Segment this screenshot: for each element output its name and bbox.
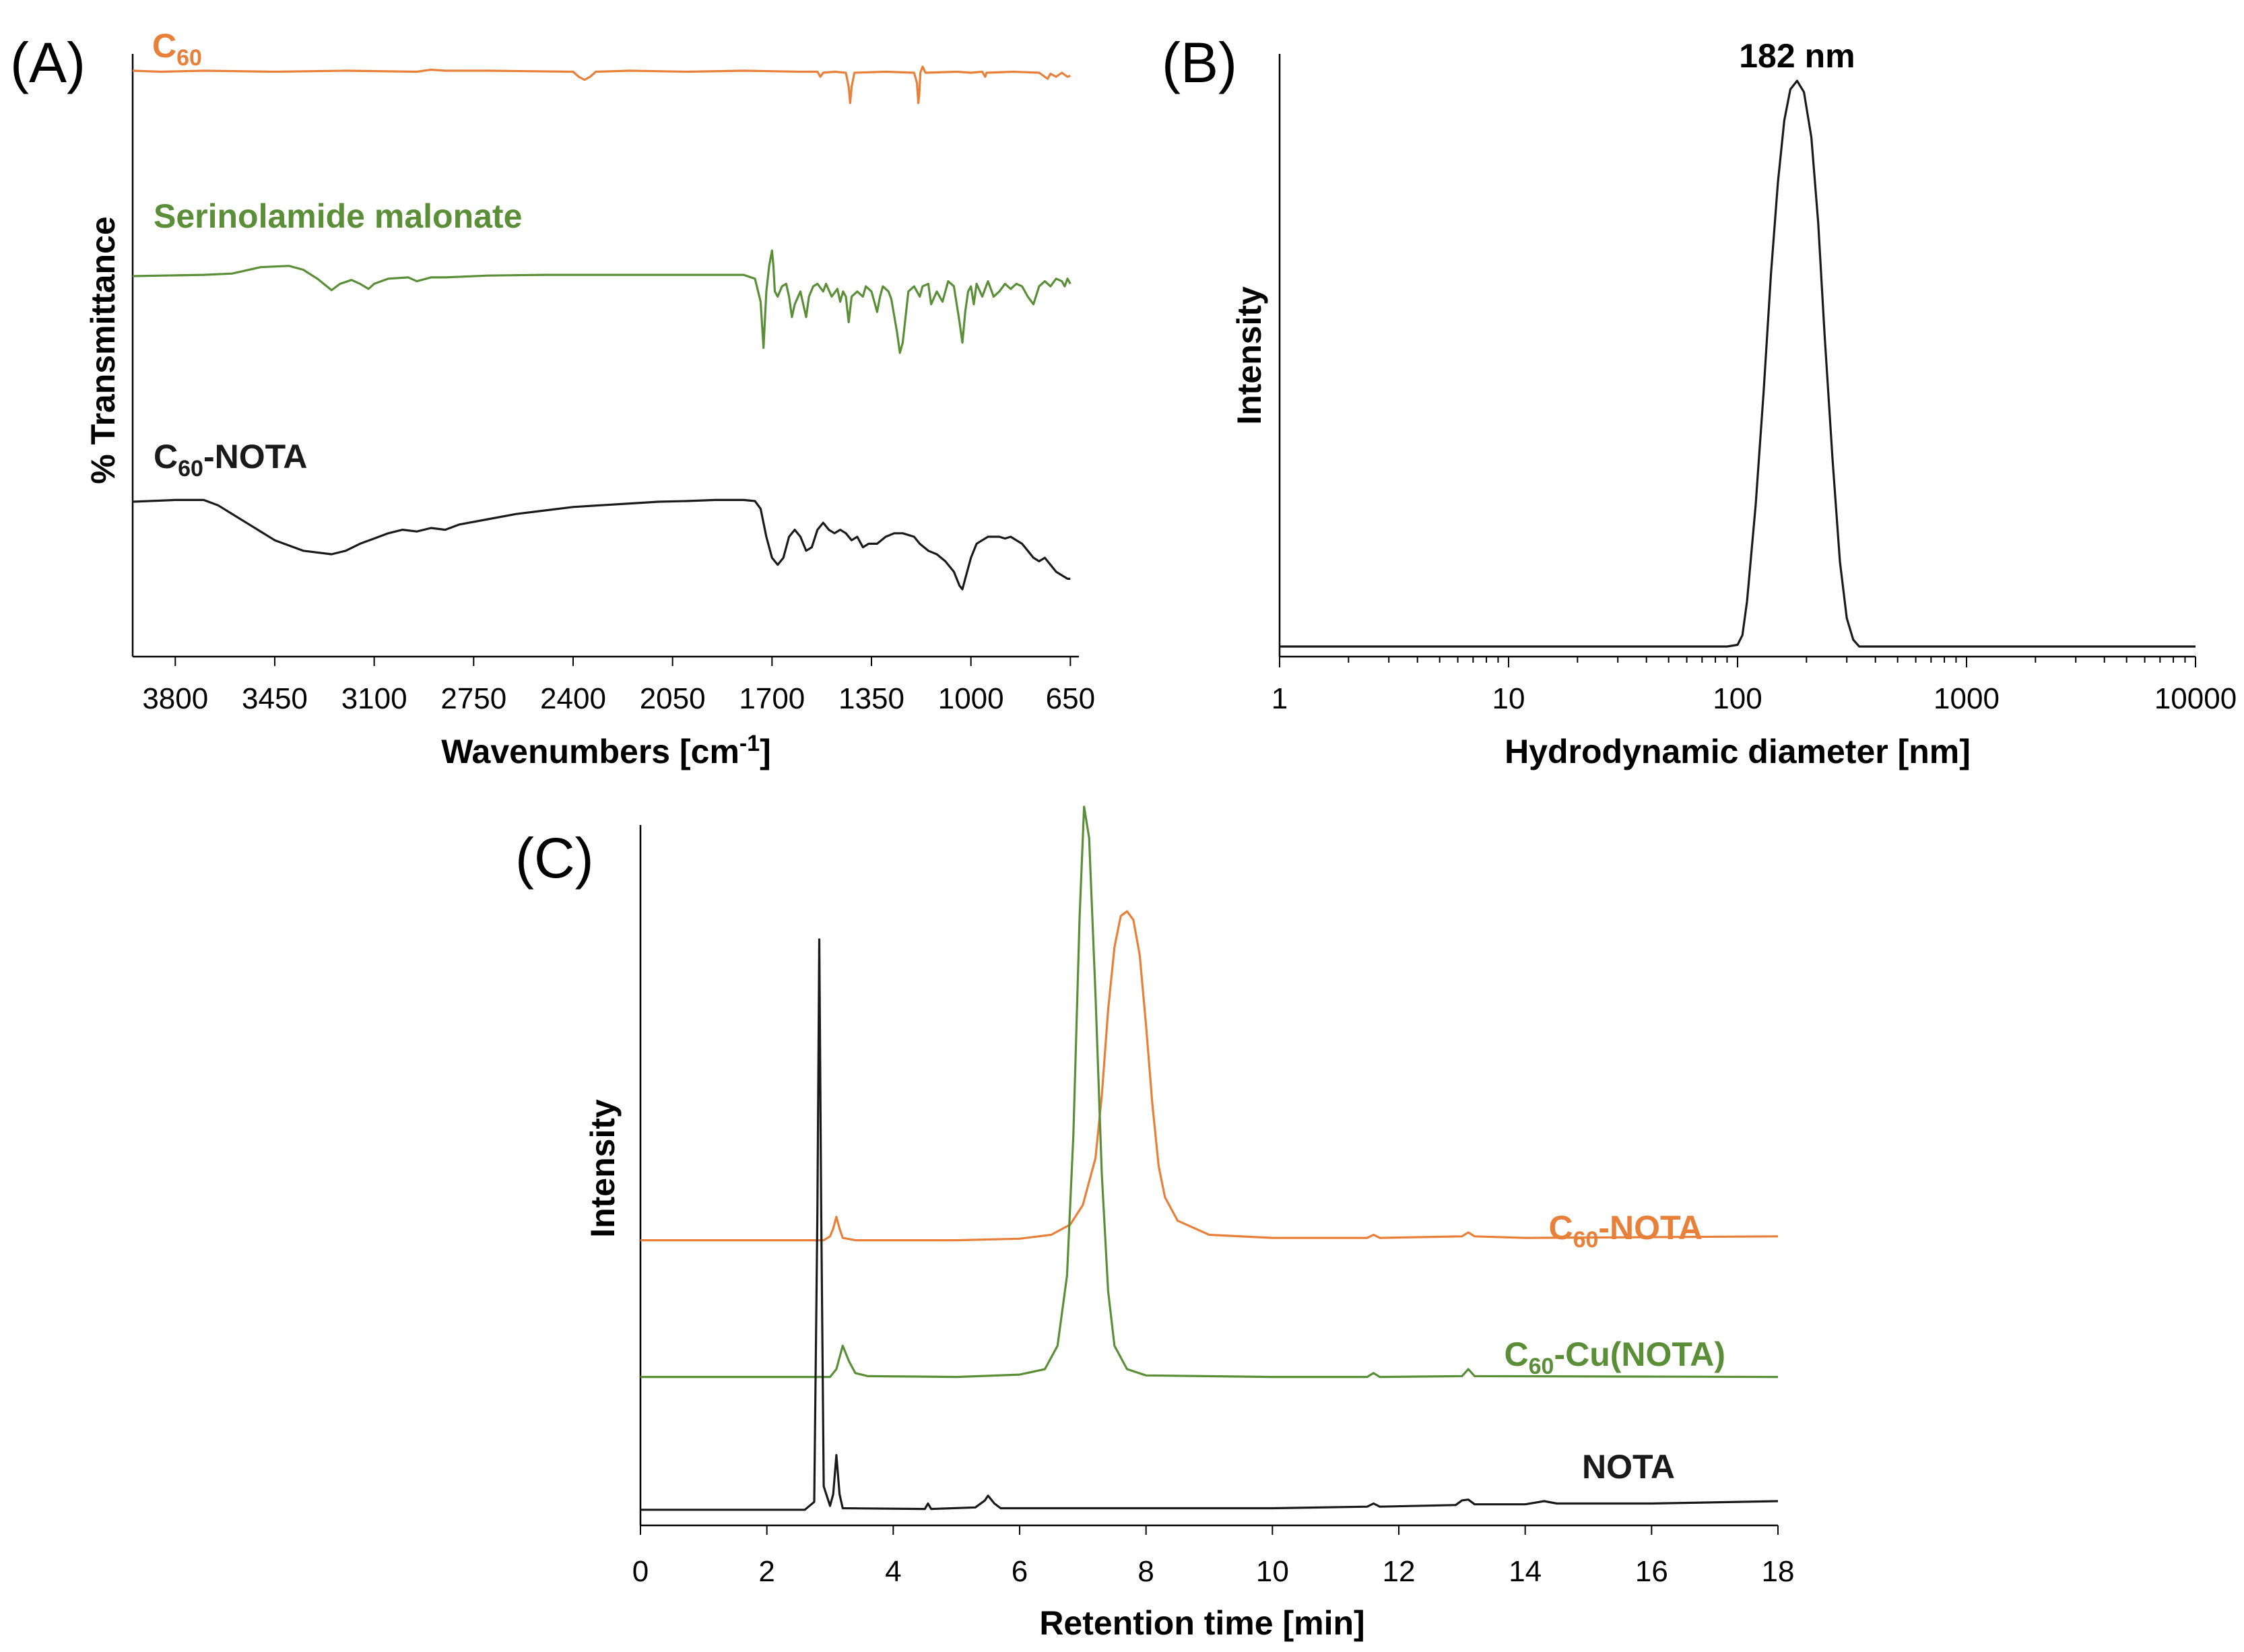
- panel-a-x-tick-label: 2050: [640, 682, 706, 715]
- panel-a-y-axis-title: % Transmittance: [84, 216, 122, 484]
- panel-c-series-label-c60-cu-nota: C60-Cu(NOTA): [1505, 1335, 1725, 1379]
- panel-a-series-label-c60: C60: [152, 27, 202, 71]
- panel-a-x-tick-label: 650: [1046, 682, 1095, 715]
- panel-b-peak-label: 182 nm: [1739, 37, 1855, 75]
- panel-c-x-axis-title: Retention time [min]: [1039, 1604, 1364, 1642]
- panel-a-x-tick-label: 3450: [242, 682, 308, 715]
- panel-b-ticks: 1 10 100 1000 10000: [1272, 657, 2237, 715]
- panel-b-label: (B): [1162, 31, 1237, 94]
- panel-c-series-line-1: [640, 807, 1778, 1377]
- panel-a-x-tick-label: 1000: [938, 682, 1004, 715]
- panel-b-x-axis-title: Hydrodynamic diameter [nm]: [1505, 733, 1971, 770]
- panel-a-ir-spectra: (A) 3800 3450 3100 2750 2400 2050 1700 1350 1000…: [10, 27, 1095, 770]
- panel-a-x-axis-title: Wavenumbers [cm-1]: [441, 731, 771, 770]
- panel-a-label: (A): [10, 31, 86, 94]
- panel-a-x-tick-label: 1700: [739, 682, 805, 715]
- panel-a-series-line-1: [133, 251, 1070, 353]
- panel-c-x-tick-label: 18: [1762, 1555, 1795, 1588]
- panel-b-x-tick-label: 10: [1492, 682, 1525, 715]
- panel-a-curves: [133, 67, 1070, 589]
- panel-c-series-line-0: [640, 911, 1778, 1240]
- panel-c-x-tick-label: 0: [632, 1555, 649, 1588]
- panel-c-x-tick-label: 14: [1509, 1555, 1542, 1588]
- panel-c-x-tick-label: 6: [1012, 1555, 1028, 1588]
- panel-c-x-tick-label: 16: [1635, 1555, 1668, 1588]
- panel-a-series-label-c60-nota: C60-NOTA: [154, 438, 308, 482]
- panel-b-curves: [1280, 81, 2196, 647]
- panel-a-x-tick-label: 3100: [341, 682, 407, 715]
- panel-b-x-tick-label: 1000: [1934, 682, 2000, 715]
- panel-a-x-tick-label: 2750: [440, 682, 506, 715]
- panel-c-x-tick-label: 2: [758, 1555, 774, 1588]
- panel-c-ticks: 0 2 4 6 8 10 12 14 16 18: [632, 1525, 1795, 1588]
- panel-b-y-axis-title: Intensity: [1230, 286, 1268, 425]
- figure: (A) 3800 3450 3100 2750 2400 2050 1700 1350 1000…: [0, 0, 2244, 1652]
- panel-c-y-axis-title: Intensity: [584, 1099, 622, 1238]
- panel-c-series-label-c60-nota: C60-NOTA: [1548, 1209, 1703, 1253]
- panel-b-x-tick-label: 10000: [2154, 682, 2237, 715]
- panel-c-series-label-nota: NOTA: [1582, 1448, 1675, 1486]
- panel-b-x-tick-label: 1: [1272, 682, 1288, 715]
- panel-a-x-tick-label: 1350: [838, 682, 904, 715]
- panel-a-series-line-0: [133, 67, 1070, 103]
- panel-a-series-line-2: [133, 500, 1070, 589]
- panel-a-series-label-serinolamide: Serinolamide malonate: [154, 197, 522, 235]
- panel-c-x-tick-label: 10: [1256, 1555, 1289, 1588]
- panel-c-hplc: (C) 0 2 4 6 8 10 12 14 16 18 Intensity Retention …: [515, 807, 1794, 1642]
- panel-c-label: (C): [515, 826, 594, 890]
- panel-b-x-tick-label: 100: [1713, 682, 1762, 715]
- panel-b-series-line: [1280, 81, 2196, 647]
- panel-a-x-tick-label: 2400: [540, 682, 606, 715]
- panel-a-ticks: 3800 3450 3100 2750 2400 2050 1700 1350 1000 650: [142, 657, 1095, 715]
- panel-b-dls: (B) 1 10 100 1000 10000 182 nm Intensity Hyd…: [1162, 31, 2237, 770]
- panel-c-x-tick-label: 8: [1137, 1555, 1154, 1588]
- panel-c-x-tick-label: 4: [885, 1555, 901, 1588]
- panel-c-x-tick-label: 12: [1383, 1555, 1416, 1588]
- panel-a-x-tick-label: 3800: [142, 682, 208, 715]
- panel-c-curves: [640, 807, 1778, 1510]
